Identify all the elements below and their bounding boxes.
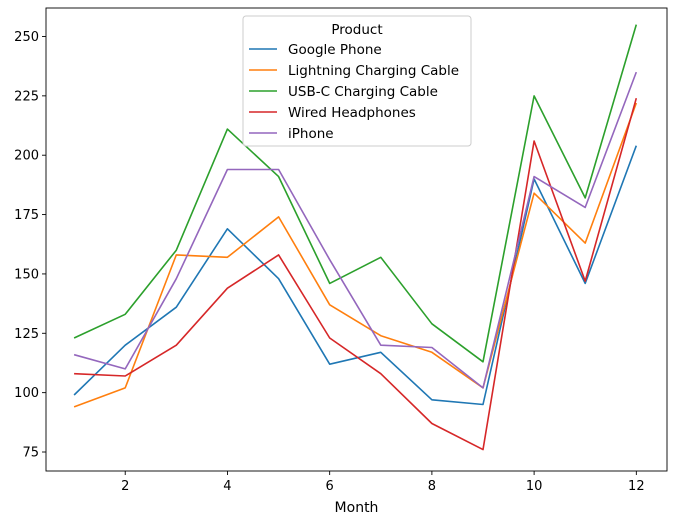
y-tick-label: 200 xyxy=(14,149,39,164)
x-axis-label: Month xyxy=(335,500,379,516)
y-tick-label: 75 xyxy=(22,446,39,461)
legend-title: Product xyxy=(331,22,382,38)
x-tick-label: 12 xyxy=(628,479,645,494)
x-tick-label: 4 xyxy=(223,479,231,494)
y-tick-label: 175 xyxy=(14,208,39,223)
y-tick-label: 225 xyxy=(14,89,39,104)
x-tick-label: 10 xyxy=(526,479,543,494)
legend-entry-label: Google Phone xyxy=(288,42,382,58)
series-line-usb-c-charging-cable xyxy=(73,24,638,363)
y-tick-label: 125 xyxy=(14,327,39,342)
x-tick-label: 6 xyxy=(326,479,334,494)
series-line-google-phone xyxy=(73,145,638,406)
legend-entry-label: iPhone xyxy=(288,126,334,142)
legend: Product Google Phone Lightning Charging C… xyxy=(242,15,472,147)
y-axis: 75 100 125 150 175 200 225 250 xyxy=(14,30,46,461)
y-tick-label: 100 xyxy=(14,386,39,401)
series-line-wired-headphones xyxy=(74,97,638,451)
y-tick-label: 150 xyxy=(14,267,39,282)
x-tick-label: 2 xyxy=(121,479,129,494)
legend-entry-label: Wired Headphones xyxy=(288,105,416,121)
x-axis: 2 4 6 8 10 12 xyxy=(121,471,645,494)
plot-frame xyxy=(45,7,668,472)
series-line-lightning-charging-cable xyxy=(73,102,638,408)
legend-entry-label: Lightning Charging Cable xyxy=(288,63,459,79)
plot-area xyxy=(73,24,638,451)
x-tick-label: 8 xyxy=(428,479,436,494)
legend-entry-label: USB-C Charging Cable xyxy=(288,84,438,100)
legend-box xyxy=(242,15,472,147)
series-line-iphone xyxy=(73,71,638,389)
y-tick-label: 250 xyxy=(14,30,39,45)
